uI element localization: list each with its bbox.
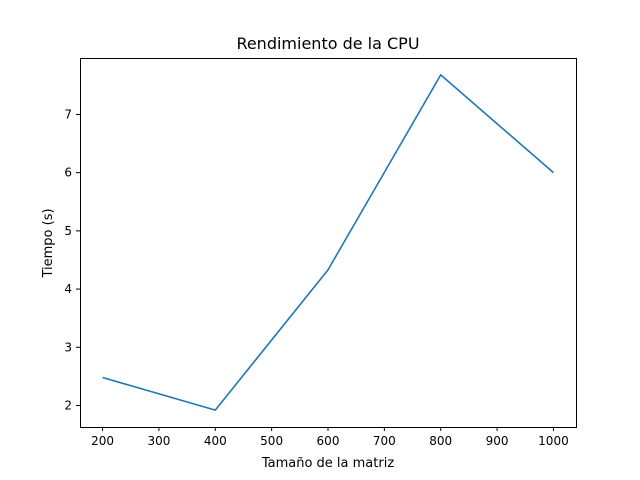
x-tick-label: 500	[260, 434, 283, 448]
y-tick-label: 3	[64, 340, 72, 354]
y-tick-label: 4	[64, 282, 72, 296]
series-layer	[102, 74, 554, 411]
y-tick-label: 7	[64, 107, 72, 121]
x-tick-label: 200	[91, 434, 114, 448]
x-axis: 200 300 400 500 600 700 800 900 1000	[91, 427, 569, 448]
y-tick-label: 6	[64, 166, 72, 180]
x-tick-label: 800	[429, 434, 452, 448]
x-axis-label: Tamaño de la matriz	[261, 456, 394, 471]
x-tick-label: 600	[317, 434, 340, 448]
chart-title: Rendimiento de la CPU	[236, 34, 419, 53]
y-tick-label: 2	[64, 398, 72, 412]
y-axis-label: Tiempo (s)	[41, 208, 56, 278]
y-axis: 2 3 4 5 6 7	[64, 107, 80, 412]
x-tick-label: 300	[147, 434, 170, 448]
x-tick-label: 1000	[538, 434, 569, 448]
y-tick-label: 5	[64, 224, 72, 238]
x-tick-label: 900	[486, 434, 509, 448]
plot-area: 200 300 400 500 600 700 800 900 1000 2 3 4 5 6 7	[64, 58, 577, 448]
x-tick-label: 700	[373, 434, 396, 448]
series-line	[102, 74, 554, 411]
plot-frame	[80, 58, 577, 428]
x-tick-label: 400	[204, 434, 227, 448]
